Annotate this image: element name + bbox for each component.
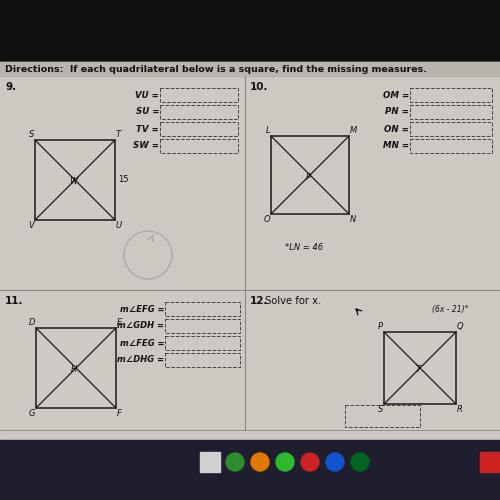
Text: 12.: 12. xyxy=(250,296,268,306)
Circle shape xyxy=(326,453,344,471)
Text: R: R xyxy=(457,405,463,414)
Text: F: F xyxy=(117,409,122,418)
FancyBboxPatch shape xyxy=(160,122,238,136)
Text: MN =: MN = xyxy=(383,142,409,150)
Bar xyxy=(0,62,500,76)
Text: Q: Q xyxy=(457,322,464,331)
Text: Solve for x.: Solve for x. xyxy=(265,296,321,306)
Text: G: G xyxy=(28,409,35,418)
Text: H: H xyxy=(71,366,77,374)
Text: T: T xyxy=(416,366,420,374)
Bar xyxy=(0,0,500,62)
Circle shape xyxy=(351,453,369,471)
Text: T: T xyxy=(116,130,121,139)
Circle shape xyxy=(251,453,269,471)
Text: (6x - 21)°: (6x - 21)° xyxy=(432,305,469,314)
Circle shape xyxy=(276,453,294,471)
Text: D: D xyxy=(28,318,35,327)
Text: S: S xyxy=(28,130,34,139)
Text: VU =: VU = xyxy=(135,90,159,100)
FancyBboxPatch shape xyxy=(410,88,492,102)
Text: TV =: TV = xyxy=(136,124,159,134)
Text: 9.: 9. xyxy=(5,82,16,92)
Text: 15: 15 xyxy=(118,176,128,184)
Text: OM =: OM = xyxy=(383,90,409,100)
FancyBboxPatch shape xyxy=(165,302,240,316)
Text: ON =: ON = xyxy=(384,124,409,134)
Text: M: M xyxy=(350,126,357,135)
Circle shape xyxy=(301,453,319,471)
Text: P: P xyxy=(306,172,310,182)
Text: Directions:  If each quadrilateral below is a square, find the missing measures.: Directions: If each quadrilateral below … xyxy=(5,64,427,74)
Text: L: L xyxy=(266,126,270,135)
Text: m∠DHG =: m∠DHG = xyxy=(117,356,164,364)
Bar xyxy=(480,452,500,472)
Text: m∠FEG =: m∠FEG = xyxy=(120,338,164,347)
FancyBboxPatch shape xyxy=(410,122,492,136)
Text: PN =: PN = xyxy=(385,108,409,116)
FancyBboxPatch shape xyxy=(345,405,420,427)
FancyBboxPatch shape xyxy=(165,319,240,333)
FancyBboxPatch shape xyxy=(165,336,240,350)
Text: SW =: SW = xyxy=(133,142,159,150)
Text: U: U xyxy=(116,221,122,230)
FancyBboxPatch shape xyxy=(160,139,238,153)
Text: *LN = 46: *LN = 46 xyxy=(285,243,323,252)
Bar xyxy=(200,452,220,472)
Text: P: P xyxy=(378,322,383,331)
Text: V: V xyxy=(28,221,34,230)
FancyBboxPatch shape xyxy=(165,353,240,367)
Text: m∠EFG =: m∠EFG = xyxy=(120,304,164,314)
Text: SU =: SU = xyxy=(136,108,159,116)
Text: 10.: 10. xyxy=(250,82,268,92)
Text: m∠GDH =: m∠GDH = xyxy=(117,322,164,330)
Text: S: S xyxy=(378,405,383,414)
Text: N: N xyxy=(350,215,356,224)
Text: E: E xyxy=(117,318,122,327)
FancyBboxPatch shape xyxy=(410,139,492,153)
Text: O: O xyxy=(264,215,270,224)
Circle shape xyxy=(226,453,244,471)
Bar xyxy=(0,62,500,440)
Bar xyxy=(0,440,500,500)
FancyBboxPatch shape xyxy=(160,105,238,119)
Text: W: W xyxy=(69,178,77,186)
Text: 11.: 11. xyxy=(5,296,24,306)
FancyBboxPatch shape xyxy=(410,105,492,119)
FancyBboxPatch shape xyxy=(160,88,238,102)
